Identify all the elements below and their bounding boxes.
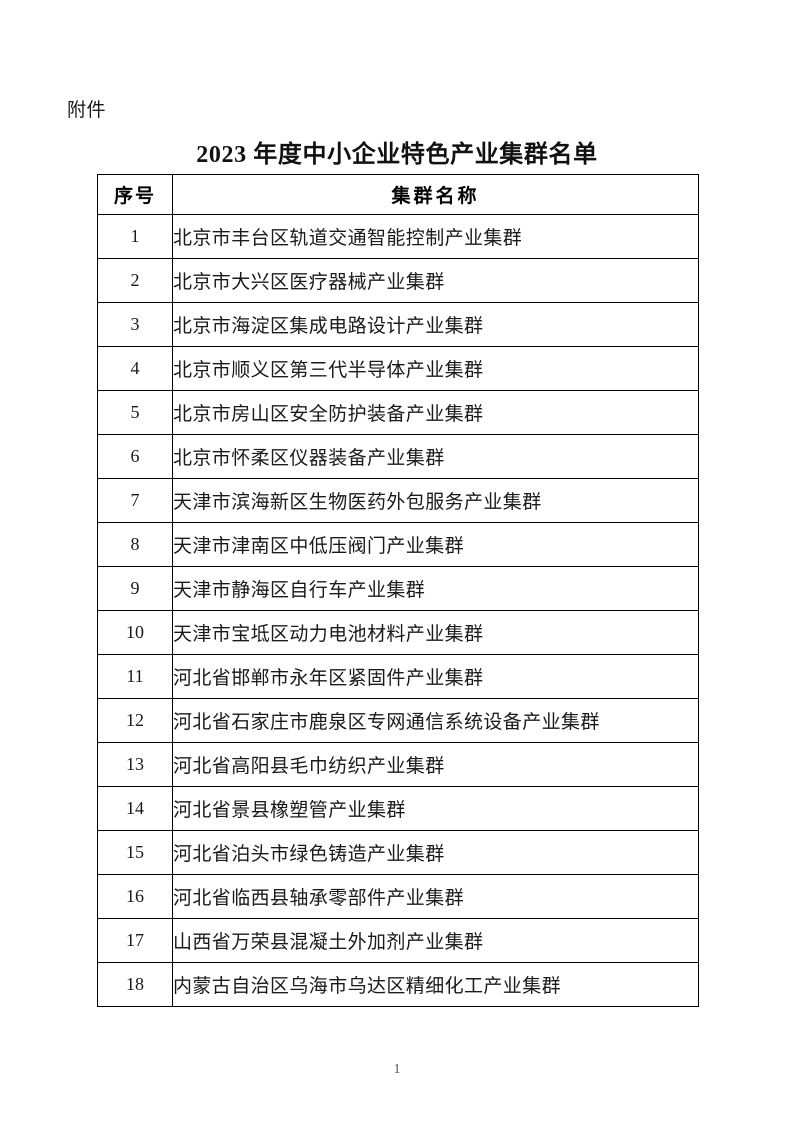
page-number: 1	[393, 1062, 401, 1077]
cluster-name-cell: 北京市大兴区医疗器械产业集群	[172, 258, 699, 303]
cluster-name-cell: 天津市津南区中低压阀门产业集群	[172, 522, 699, 567]
row-index-cell: 1	[97, 214, 173, 259]
cluster-name-cell: 山西省万荣县混凝土外加剂产业集群	[172, 918, 699, 963]
column-header-name: 集群名称	[172, 174, 699, 215]
table-row: 17 山西省万荣县混凝土外加剂产业集群	[97, 918, 699, 963]
column-header-no: 序号	[97, 174, 173, 215]
row-index-cell: 7	[97, 478, 173, 523]
attachment-label: 附件	[67, 100, 107, 121]
cluster-name-cell: 河北省石家庄市鹿泉区专网通信系统设备产业集群	[172, 698, 699, 743]
row-index-cell: 16	[97, 874, 173, 919]
table-row: 8 天津市津南区中低压阀门产业集群	[97, 522, 699, 567]
table-row: 18 内蒙古自治区乌海市乌达区精细化工产业集群	[97, 962, 699, 1007]
cluster-name-cell: 北京市丰台区轨道交通智能控制产业集群	[172, 214, 699, 259]
cluster-name-cell: 天津市滨海新区生物医药外包服务产业集群	[172, 478, 699, 523]
page-title: 2023 年度中小企业特色产业集群名单	[196, 142, 598, 168]
table-row: 2 北京市大兴区医疗器械产业集群	[97, 258, 699, 303]
table-row: 4 北京市顺义区第三代半导体产业集群	[97, 346, 699, 391]
row-index-cell: 13	[97, 742, 173, 787]
table-body: 1 北京市丰台区轨道交通智能控制产业集群 2 北京市大兴区医疗器械产业集群 3 北京市海淀…	[97, 214, 699, 1007]
table-row: 11 河北省邯郸市永年区紧固件产业集群	[97, 654, 699, 699]
row-index-cell: 8	[97, 522, 173, 567]
cluster-name-cell: 河北省邯郸市永年区紧固件产业集群	[172, 654, 699, 699]
table-row: 1 北京市丰台区轨道交通智能控制产业集群	[97, 214, 699, 259]
table-row: 13 河北省高阳县毛巾纺织产业集群	[97, 742, 699, 787]
cluster-name-cell: 北京市海淀区集成电路设计产业集群	[172, 302, 699, 347]
table-row: 9 天津市静海区自行车产业集群	[97, 566, 699, 611]
cluster-table-container: 序号 集群名称 1 北京市丰台区轨道交通智能控制产业集群 2 北京市大兴区医疗器械产业…	[97, 174, 699, 1007]
row-index-cell: 17	[97, 918, 173, 963]
row-index-cell: 10	[97, 610, 173, 655]
row-index-cell: 3	[97, 302, 173, 347]
row-index-cell: 9	[97, 566, 173, 611]
table-row: 14 河北省景县橡塑管产业集群	[97, 786, 699, 831]
table-row: 3 北京市海淀区集成电路设计产业集群	[97, 302, 699, 347]
row-index-cell: 4	[97, 346, 173, 391]
table-row: 16 河北省临西县轴承零部件产业集群	[97, 874, 699, 919]
cluster-name-cell: 天津市宝坻区动力电池材料产业集群	[172, 610, 699, 655]
row-index-cell: 18	[97, 962, 173, 1007]
row-index-cell: 14	[97, 786, 173, 831]
table-row: 15 河北省泊头市绿色铸造产业集群	[97, 830, 699, 875]
table-row: 10 天津市宝坻区动力电池材料产业集群	[97, 610, 699, 655]
table-row: 5 北京市房山区安全防护装备产业集群	[97, 390, 699, 435]
cluster-name-cell: 北京市房山区安全防护装备产业集群	[172, 390, 699, 435]
cluster-name-cell: 河北省临西县轴承零部件产业集群	[172, 874, 699, 919]
cluster-name-cell: 河北省景县橡塑管产业集群	[172, 786, 699, 831]
row-index-cell: 2	[97, 258, 173, 303]
cluster-name-cell: 北京市顺义区第三代半导体产业集群	[172, 346, 699, 391]
row-index-cell: 12	[97, 698, 173, 743]
cluster-name-cell: 天津市静海区自行车产业集群	[172, 566, 699, 611]
cluster-name-cell: 河北省泊头市绿色铸造产业集群	[172, 830, 699, 875]
table-row: 12 河北省石家庄市鹿泉区专网通信系统设备产业集群	[97, 698, 699, 743]
row-index-cell: 11	[97, 654, 173, 699]
row-index-cell: 15	[97, 830, 173, 875]
cluster-list-table: 序号 集群名称 1 北京市丰台区轨道交通智能控制产业集群 2 北京市大兴区医疗器械产业…	[97, 174, 699, 1007]
row-index-cell: 6	[97, 434, 173, 479]
cluster-name-cell: 河北省高阳县毛巾纺织产业集群	[172, 742, 699, 787]
table-row: 6 北京市怀柔区仪器装备产业集群	[97, 434, 699, 479]
cluster-name-cell: 北京市怀柔区仪器装备产业集群	[172, 434, 699, 479]
table-header-row: 序号 集群名称	[97, 174, 699, 215]
table-row: 7 天津市滨海新区生物医药外包服务产业集群	[97, 478, 699, 523]
table-header: 序号 集群名称	[97, 174, 699, 215]
row-index-cell: 5	[97, 390, 173, 435]
cluster-name-cell: 内蒙古自治区乌海市乌达区精细化工产业集群	[172, 962, 699, 1007]
